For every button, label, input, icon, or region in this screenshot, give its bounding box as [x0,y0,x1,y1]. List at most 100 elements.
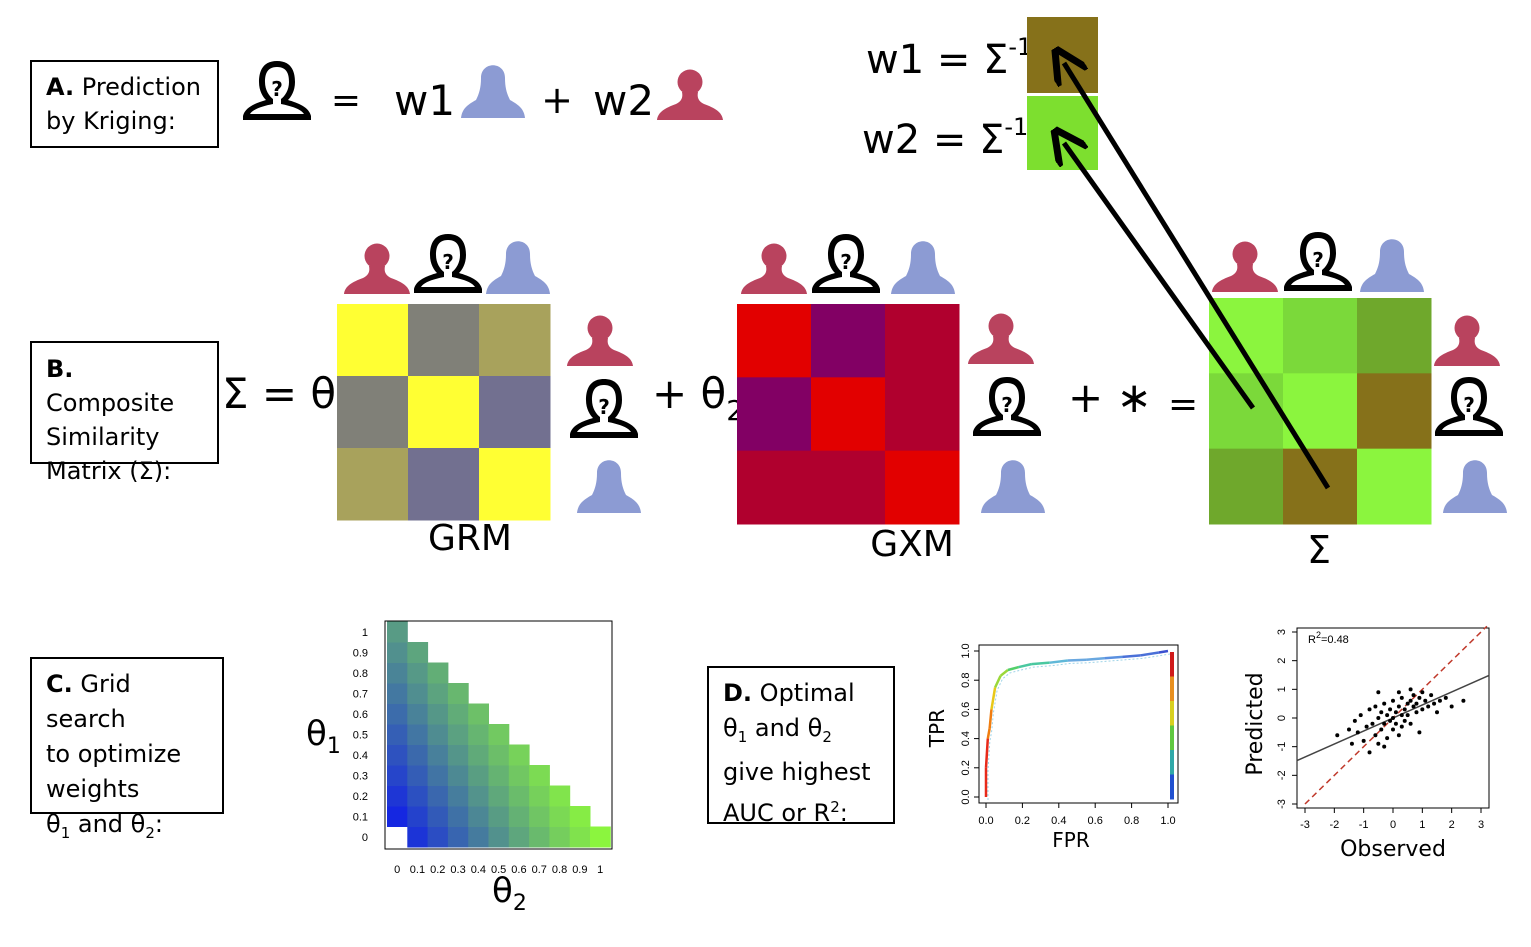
roc-curve-segment [1067,658,1087,662]
heatmap-cell [508,806,530,827]
gxm-cell-2-1 [811,450,886,525]
heatmap-cell [468,744,489,766]
heatmap-cell [447,785,469,807]
roc-envelope [987,653,1171,800]
scatter-point [1355,730,1360,735]
heatmap-cell [447,683,469,704]
arrow-sigma-to-w2 [1064,143,1256,410]
scatter-point [1385,736,1390,741]
kriging-w1: w1 [394,76,455,125]
scatter-point [1417,730,1422,735]
scatter-point [1408,721,1413,726]
sigma-equation: Σ = θ1 [222,369,354,427]
heatmap-cell [407,826,429,848]
scatter-point [1396,690,1401,695]
roc-curve-segment [1158,649,1169,654]
heatmap-y-tick: 1 [362,627,368,639]
scatter-point [1361,738,1366,743]
heatmap-cell [508,826,530,848]
heatmap-cell [387,662,408,684]
grm-cell-0-0 [337,304,409,377]
heatmap-x-tick: 0.9 [572,864,587,876]
roc-x-tick: 1.0 [1160,815,1175,827]
scatter-point [1347,727,1351,732]
heatmap-cell [407,683,429,704]
heatmap-ylabel: θ1 [306,714,341,759]
panel-d-label: D. Optimal θ1 and θ2 give highest AUC or… [707,666,895,827]
roc-colorbar-segment [1170,750,1174,775]
scatter-xlabel: Observed [1340,837,1446,862]
grm-col-blue-person-icon [486,241,550,294]
heatmap-cell [427,785,449,807]
scatter-point [1388,707,1393,712]
panel-c-label: C. Grid search to optimize weights θ1 an… [30,657,224,842]
sigma-cell-2-2 [1357,448,1432,525]
heatmap-cell [529,785,550,807]
w2-color-swatch [1027,96,1098,170]
scatter-point [1396,704,1401,709]
sigma-cell-2-1 [1283,448,1358,525]
scatter-point [1411,704,1416,709]
scatter-point [1391,698,1395,703]
scatter-point [1391,716,1395,720]
heatmap-cell [468,703,489,725]
panel-b-label: B. Composite Similarity Matrix (Σ): [30,341,219,485]
grm-cell-1-2 [479,376,551,449]
scatter-point [1408,687,1413,692]
roc-curve-segment [988,709,993,729]
kriging-red-person-icon [657,69,723,120]
scatter-point [1443,695,1448,700]
heatmap-y-tick: 0.4 [353,750,368,762]
heatmap-cell [529,806,550,827]
heatmap-cell [427,703,449,725]
kriging-unknown-person-icon [243,61,311,120]
gxm-cell-2-2 [885,450,960,525]
sigma-col-red-person-icon [1212,241,1278,292]
heatmap-cell [468,826,489,848]
scatter-point [1449,704,1454,709]
gxm-col-red-person-icon [741,243,807,294]
heatmap-x-tick: 0.4 [471,864,486,876]
roc-y-tick: 0.4 [960,731,972,746]
heatmap-x-tick: 0.3 [450,864,465,876]
sigma-cell-1-2 [1357,373,1432,450]
sigma-col-blue-person-icon [1360,239,1424,292]
roc-curve-segment [984,738,990,768]
scatter-point [1388,718,1393,723]
scatter-y-tick: -2 [1276,770,1288,780]
gxm-cell-2-0 [737,450,812,525]
sigma-cell-1-0 [1209,373,1284,450]
heatmap-cell [549,785,571,807]
scatter-point [1367,750,1372,755]
scatter-point [1414,710,1419,715]
heatmap-cell [508,785,530,807]
gxm-cell-0-2 [885,304,960,378]
heatmap-cell [529,826,550,848]
heatmap-cell [488,724,510,745]
heatmap-cell [508,765,530,786]
scatter-point [1373,704,1378,709]
heatmap-cell [387,683,408,704]
scatter-point [1426,704,1431,709]
roc-curve-segment [999,669,1009,677]
heatmap-x-tick: 0.2 [430,864,445,876]
roc-colorbar-segment [1170,652,1174,677]
gxm-label: GXM [870,524,954,565]
scatter-point [1376,690,1381,695]
heatmap-cell [407,785,429,807]
grm-matrix [337,304,551,521]
roc-curve-segment [1018,662,1032,669]
gxm-cell-1-1 [811,377,886,452]
scatter-point [1405,701,1410,706]
plus-theta2: + θ2 [652,369,744,427]
heatmap-cell [488,765,510,786]
heatmap-x-tick: 1 [597,864,603,876]
roc-curve-segment [1007,665,1020,672]
roc-ylabel: TPR [925,709,949,748]
heatmap-cell [427,683,449,704]
sigma-cell-0-1 [1283,298,1358,374]
heatmap-cell [387,806,408,827]
heatmap-cell [387,744,408,766]
plus-star: + ∗ [1068,373,1152,422]
